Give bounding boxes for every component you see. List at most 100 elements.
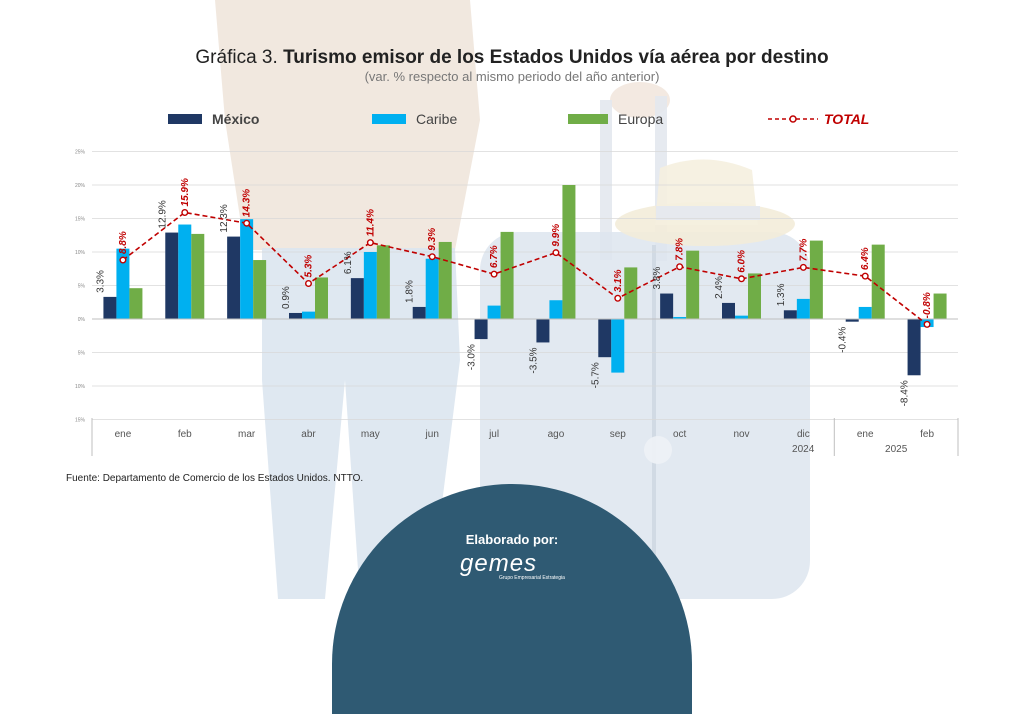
total-point bbox=[243, 219, 251, 227]
bar-caribe bbox=[425, 258, 439, 319]
legend-label-europa: Europa bbox=[618, 111, 664, 127]
x-tick-label: abr bbox=[301, 429, 316, 440]
y-tick-label: 0% bbox=[78, 317, 86, 323]
year-label: 2025 bbox=[885, 444, 908, 455]
mexico-data-label: 3.3% bbox=[95, 270, 106, 293]
bar-mexico bbox=[598, 319, 612, 358]
x-tick-label: nov bbox=[733, 429, 749, 440]
total-data-label: 9.3% bbox=[427, 228, 438, 251]
gemes-logo: gemes bbox=[460, 550, 538, 577]
bar-mexico bbox=[660, 293, 674, 319]
bar-mexico bbox=[227, 236, 241, 319]
legend-swatch-mexico bbox=[168, 114, 202, 124]
bar-europa bbox=[315, 277, 328, 319]
y-tick-label: 5% bbox=[78, 351, 86, 357]
bar-mexico bbox=[907, 319, 921, 376]
total-data-label: 6.4% bbox=[860, 247, 871, 270]
total-data-label: 5.3% bbox=[304, 255, 315, 278]
bar-caribe bbox=[796, 298, 810, 319]
source-note: Fuente: Departamento de Comercio de los … bbox=[66, 473, 364, 484]
legend-label-caribe: Caribe bbox=[416, 111, 458, 127]
total-point bbox=[552, 249, 560, 257]
total-point bbox=[181, 208, 189, 216]
bar-caribe bbox=[735, 315, 748, 319]
bar-mexico bbox=[350, 278, 364, 319]
y-tick-label: 25% bbox=[75, 150, 86, 156]
bar-caribe bbox=[302, 311, 315, 319]
bar-mexico bbox=[165, 232, 179, 319]
total-point bbox=[799, 263, 807, 271]
total-point bbox=[305, 279, 313, 287]
total-point bbox=[923, 320, 931, 328]
bar-mexico bbox=[536, 319, 550, 343]
y-tick-label: 20% bbox=[75, 183, 86, 189]
bar-europa bbox=[562, 185, 576, 319]
total-point bbox=[738, 275, 746, 283]
bar-europa bbox=[191, 233, 205, 319]
chart-subtitle: (var. % respecto al mismo periodo del añ… bbox=[364, 69, 660, 84]
bar-caribe bbox=[673, 316, 687, 319]
mexico-data-label: 12.3% bbox=[219, 204, 230, 232]
total-data-label: 14.3% bbox=[242, 189, 253, 217]
y-tick-label: 15% bbox=[75, 217, 86, 223]
bar-mexico bbox=[103, 296, 117, 319]
bar-mexico bbox=[289, 312, 302, 319]
x-tick-label: dic bbox=[797, 429, 810, 440]
total-data-label: 9.9% bbox=[551, 224, 562, 247]
total-point bbox=[428, 253, 436, 261]
bar-caribe bbox=[178, 224, 192, 319]
total-data-label: 11.4% bbox=[365, 209, 376, 237]
y-tick-label: 5% bbox=[78, 284, 86, 290]
bar-mexico bbox=[412, 306, 426, 319]
chart-title-prefix: Gráfica 3. bbox=[195, 47, 278, 68]
legend-label-mexico: México bbox=[212, 111, 260, 127]
bar-europa bbox=[809, 240, 823, 319]
x-tick-label: ene bbox=[857, 429, 874, 440]
mexico-data-label: 1.8% bbox=[405, 280, 416, 303]
mexico-data-label: 12.9% bbox=[157, 200, 168, 228]
bar-europa bbox=[871, 244, 885, 319]
total-data-label: 7.7% bbox=[798, 239, 809, 262]
legend-item-caribe: Caribe bbox=[372, 110, 457, 128]
total-point bbox=[366, 239, 374, 247]
x-tick-label: mar bbox=[238, 429, 256, 440]
chart-title-main: Turismo emisor de los Estados Unidos vía… bbox=[283, 47, 829, 68]
mexico-data-label: -0.4% bbox=[838, 327, 849, 353]
footer-credit-label: Elaborado por: bbox=[465, 532, 559, 547]
total-point bbox=[676, 263, 684, 271]
bar-mexico bbox=[783, 310, 797, 319]
legend-swatch-europa bbox=[568, 114, 608, 124]
total-point bbox=[119, 256, 127, 264]
bar-europa bbox=[376, 245, 390, 319]
bar-europa bbox=[253, 260, 267, 319]
mexico-data-label: 3.8% bbox=[652, 267, 663, 290]
gemes-logo-subtitle: Grupo Empresarial Estrategia bbox=[499, 575, 565, 581]
bar-caribe bbox=[858, 306, 872, 319]
x-tick-label: feb bbox=[178, 429, 192, 440]
bar-caribe bbox=[116, 248, 130, 319]
bar-europa bbox=[686, 250, 700, 319]
legend-swatch-total bbox=[768, 115, 818, 123]
bar-europa bbox=[438, 241, 452, 319]
year-label: 2024 bbox=[792, 444, 815, 455]
bar-mexico bbox=[845, 319, 859, 322]
chart-title: Gráfica 3. Turismo emisor de los Estados… bbox=[0, 47, 1024, 69]
total-point bbox=[861, 272, 869, 280]
x-tick-label: sep bbox=[610, 429, 627, 440]
mexico-data-label: -5.7% bbox=[590, 362, 601, 388]
mexico-data-label: 2.4% bbox=[714, 276, 725, 299]
mexico-data-label: -3.0% bbox=[467, 344, 478, 370]
total-data-label: 6.7% bbox=[489, 245, 500, 268]
y-tick-label: 15% bbox=[75, 418, 86, 424]
total-line bbox=[122, 211, 928, 325]
x-tick-label: jun bbox=[425, 429, 439, 440]
bar-europa bbox=[748, 273, 761, 319]
bar-mexico bbox=[474, 319, 488, 340]
mexico-data-label: -8.4% bbox=[900, 380, 911, 406]
x-tick-label: ago bbox=[548, 429, 565, 440]
mexico-data-label: 6.1% bbox=[343, 251, 354, 274]
mexico-data-label: -3.5% bbox=[528, 347, 539, 373]
legend-item-mexico: México bbox=[168, 110, 259, 128]
y-tick-label: 10% bbox=[75, 250, 86, 256]
total-data-label: 7.8% bbox=[675, 238, 686, 261]
